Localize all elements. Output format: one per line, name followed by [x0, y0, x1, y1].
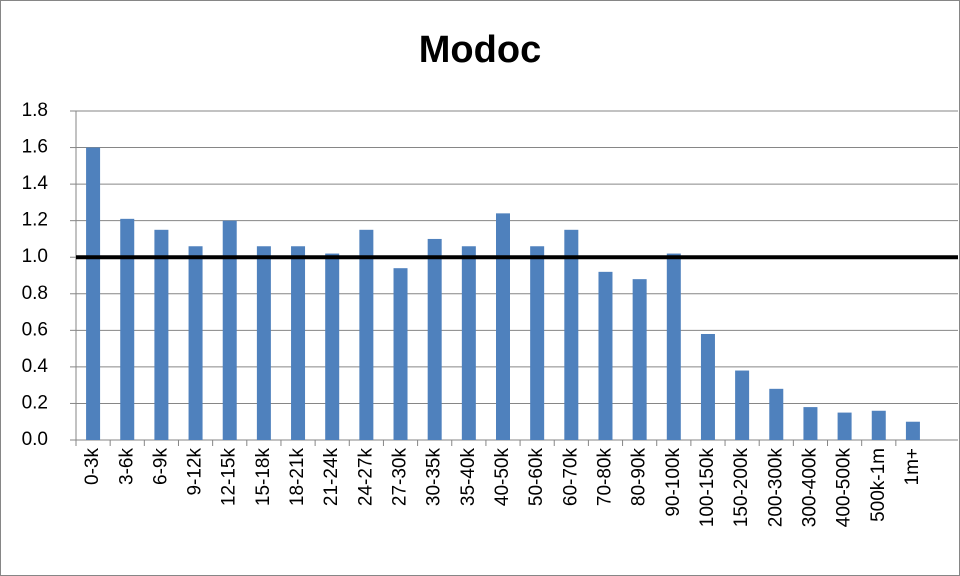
- bar: [188, 246, 203, 440]
- x-tick-label: 0-3k: [82, 448, 103, 485]
- y-tick-label: 1.8: [22, 100, 48, 121]
- y-tick-label: 0.8: [22, 283, 48, 304]
- x-tick-label: 80-90k: [629, 448, 650, 507]
- bar: [905, 421, 920, 440]
- x-tick-label: 21-24k: [321, 448, 342, 507]
- x-tick-label: 150-200k: [731, 448, 752, 528]
- y-tick-label: 0.6: [22, 319, 48, 340]
- bar: [769, 388, 784, 440]
- x-tick-label: 40-50k: [492, 448, 513, 507]
- x-tick-label: 18-21k: [287, 448, 308, 507]
- chart-title: Modoc: [419, 29, 541, 71]
- y-tick-label: 0.0: [22, 429, 48, 450]
- bar: [325, 253, 340, 440]
- y-tick-label: 1.4: [22, 173, 49, 194]
- bar: [120, 218, 135, 440]
- bar: [461, 246, 476, 440]
- bar: [222, 220, 237, 440]
- y-tick-label: 1.6: [22, 137, 48, 158]
- bar: [735, 370, 750, 440]
- bar: [666, 253, 681, 440]
- bar: [598, 271, 613, 440]
- bar: [700, 333, 715, 440]
- x-tick-label: 27-30k: [390, 448, 411, 507]
- x-tick-label: 3-6k: [116, 448, 137, 485]
- bar: [86, 147, 101, 441]
- x-tick-label: 200-300k: [765, 448, 786, 528]
- bar: [359, 229, 374, 440]
- bar: [803, 407, 818, 440]
- y-tick-label: 0.4: [22, 356, 49, 377]
- x-tick-label: 30-35k: [424, 448, 445, 507]
- x-tick-label: 70-80k: [594, 448, 615, 507]
- bar: [564, 229, 579, 440]
- bar: [291, 246, 306, 440]
- x-tick-label: 15-18k: [253, 448, 274, 507]
- x-tick-label: 400-500k: [834, 448, 855, 528]
- y-tick-label: 1.0: [22, 246, 48, 267]
- x-tick-label: 500k-1m: [868, 448, 889, 522]
- bar: [632, 279, 647, 440]
- x-tick-label: 50-60k: [526, 448, 547, 507]
- bar: [871, 410, 886, 440]
- x-tick-label: 9-12k: [185, 448, 206, 496]
- x-tick-label: 100-150k: [697, 448, 718, 528]
- x-tick-label: 60-70k: [560, 448, 581, 507]
- x-tick-label: 12-15k: [219, 448, 240, 507]
- y-tick-label: 0.2: [22, 392, 48, 413]
- bar: [837, 412, 852, 440]
- y-tick-label: 1.2: [22, 210, 48, 231]
- bar: [154, 229, 169, 440]
- bar: [496, 213, 510, 440]
- bar: [427, 238, 442, 440]
- x-tick-label: 90-100k: [663, 448, 684, 517]
- bar: [530, 246, 545, 440]
- x-tick-label: 24-27k: [355, 448, 376, 507]
- x-tick-label: 6-9k: [150, 448, 171, 485]
- bar: [393, 268, 408, 440]
- bar: [256, 246, 271, 440]
- x-tick-label: 300-400k: [799, 448, 820, 528]
- x-tick-label: 35-40k: [458, 448, 479, 507]
- x-tick-label: 1m+: [902, 448, 923, 486]
